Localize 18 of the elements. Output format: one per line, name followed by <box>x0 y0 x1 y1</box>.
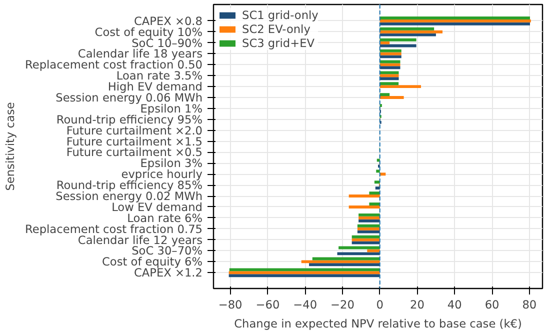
x-tick-label: 0 <box>376 298 384 312</box>
x-tick-label: 40 <box>447 298 462 312</box>
x-tick-label: 20 <box>410 298 424 312</box>
x-tick-label: −80 <box>218 298 242 312</box>
y-tick-label: CAPEX ×0.8 <box>134 14 203 28</box>
legend-label: SC2 EV-only <box>242 22 310 36</box>
x-tick-label: −60 <box>256 298 280 312</box>
legend-label: SC1 grid-only <box>242 8 318 22</box>
y-tick-label: Calendar life 18 years <box>78 46 203 61</box>
y-tick-label: Cost of equity 6% <box>102 254 203 269</box>
legend-label: SC3 grid+EV <box>242 36 314 50</box>
y-axis-title: Sensitivity case <box>3 102 18 191</box>
x-tick-label: 60 <box>484 298 500 312</box>
x-axis-title: Change in expected NPV relative to base case (k€) <box>234 316 522 330</box>
x-tick-label: −40 <box>293 298 318 312</box>
x-tick-label: −20 <box>330 298 354 312</box>
x-tick-label: 80 <box>522 298 537 312</box>
y-tick-label: Epsilon 1% <box>140 101 203 116</box>
